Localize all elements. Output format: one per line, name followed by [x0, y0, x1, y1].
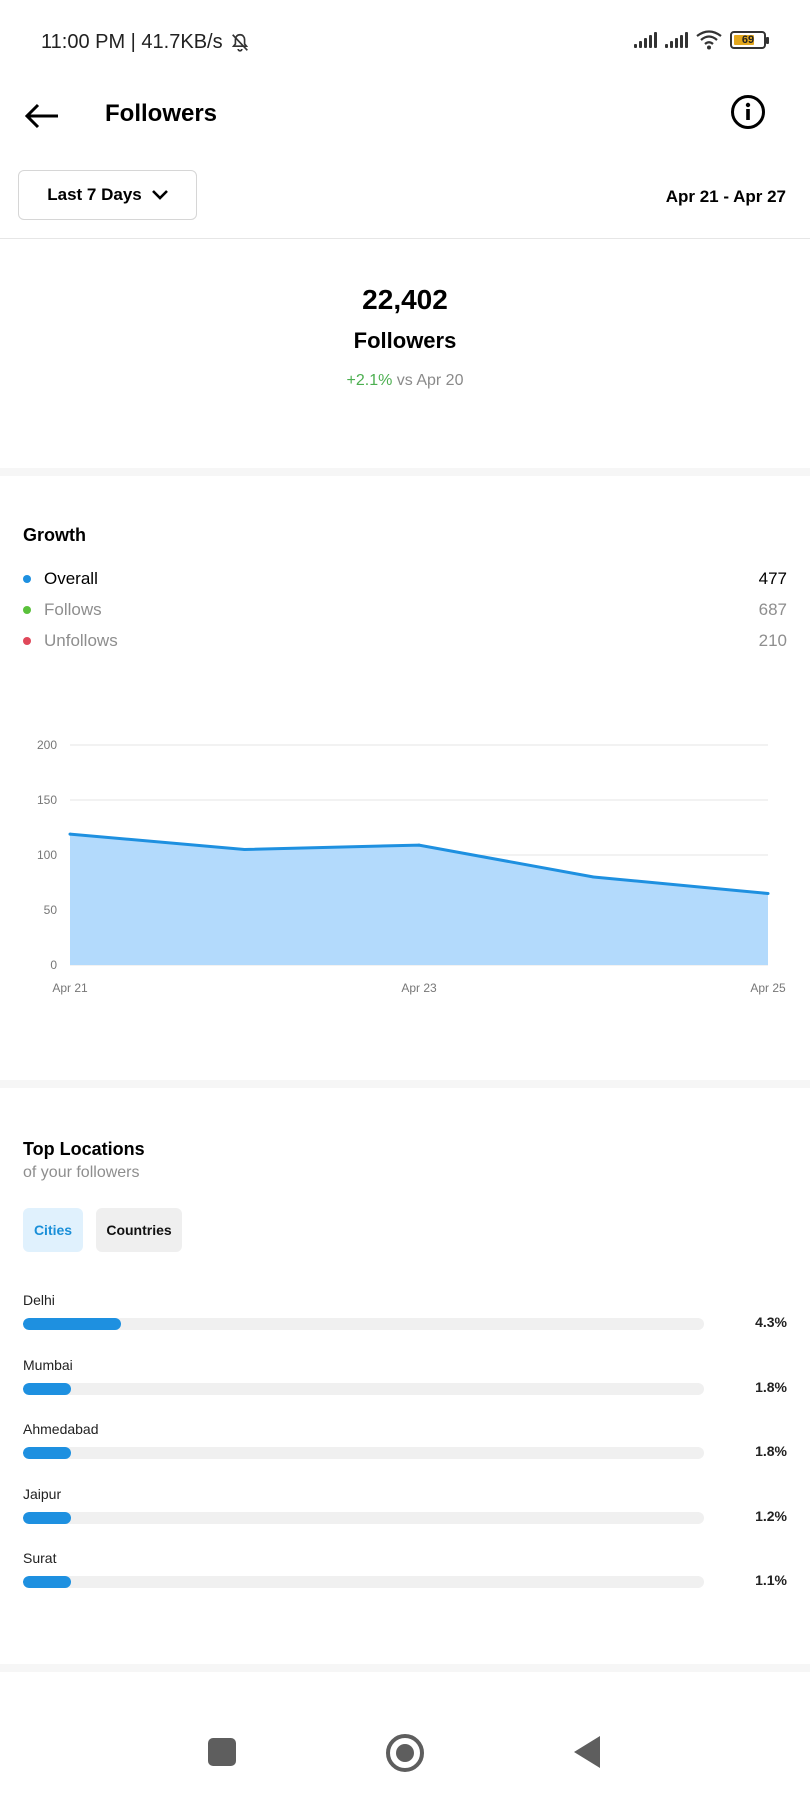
location-percent: 1.1%	[755, 1572, 787, 1588]
data-point	[592, 875, 595, 879]
location-bar-fill	[23, 1447, 71, 1459]
section-divider	[0, 1080, 810, 1088]
status-bar: 11:00 PM | 41.7KB/s 69	[0, 0, 810, 86]
data-point	[243, 848, 246, 851]
date-range-dropdown-label: Last 7 Days	[47, 185, 142, 204]
location-bar-fill	[23, 1512, 71, 1524]
status-time-speed: 11:00 PM | 41.7KB/s	[41, 31, 223, 53]
location-percent: 1.8%	[755, 1379, 787, 1395]
date-range-text: Apr 21 - Apr 27	[665, 187, 786, 206]
page-title: Followers	[105, 100, 218, 127]
locations-title: Top Locations	[23, 1139, 145, 1159]
location-name: Delhi	[23, 1292, 55, 1308]
location-bar-track	[23, 1576, 704, 1588]
y-tick-label: 100	[37, 848, 57, 862]
filter-row: Last 7 Days Apr 21 - Apr 27	[0, 168, 810, 238]
legend-value: 210	[758, 631, 787, 650]
data-point	[417, 843, 421, 847]
followers-count: 22,402	[362, 284, 448, 315]
signal-icon	[634, 32, 657, 48]
info-button[interactable]	[730, 94, 766, 130]
area-fill	[70, 834, 768, 965]
signal-icon	[665, 32, 688, 48]
status-left: 11:00 PM | 41.7KB/s	[41, 31, 251, 54]
location-row: Surat 1.1%	[23, 1550, 787, 1602]
y-tick-label: 0	[50, 958, 57, 972]
legend-name: Overall	[44, 569, 98, 588]
legend-unfollows: Unfollows 210	[23, 629, 787, 653]
x-tick-label: Apr 23	[401, 981, 437, 995]
divider	[0, 238, 810, 239]
location-percent: 1.8%	[755, 1443, 787, 1459]
legend-value: 477	[758, 569, 787, 588]
location-name: Ahmedabad	[23, 1421, 99, 1437]
legend-follows: Follows 687	[23, 598, 787, 622]
location-bar-fill	[23, 1383, 71, 1395]
data-point	[766, 892, 770, 895]
delta-compare: vs Apr 20	[392, 372, 464, 389]
locations-subtitle: of your followers	[23, 1164, 140, 1181]
location-percent: 1.2%	[755, 1508, 787, 1524]
location-row: Delhi 4.3%	[23, 1292, 787, 1344]
tab-cities[interactable]: Cities	[23, 1208, 83, 1252]
y-tick-label: 150	[37, 793, 57, 807]
followers-summary: 22,402 Followers +2.1% vs Apr 20	[0, 270, 810, 390]
back-button[interactable]	[20, 94, 64, 138]
location-bar-fill	[23, 1318, 121, 1330]
home-button[interactable]	[386, 1734, 424, 1772]
location-row: Jaipur 1.2%	[23, 1486, 787, 1538]
overall-dot-icon	[23, 575, 31, 583]
location-bar-track	[23, 1318, 704, 1330]
battery-icon: 69	[730, 31, 769, 49]
location-name: Mumbai	[23, 1357, 73, 1373]
nav-back-button[interactable]	[574, 1736, 600, 1768]
location-bar-fill	[23, 1576, 71, 1588]
section-divider	[0, 1664, 810, 1672]
wifi-icon	[696, 30, 722, 50]
legend-overall: Overall 477	[23, 567, 787, 591]
x-tick-label: Apr 21	[52, 981, 88, 995]
followers-label: Followers	[353, 328, 457, 353]
legend-value: 687	[758, 600, 787, 619]
mute-bell-icon	[231, 33, 248, 52]
location-row: Mumbai 1.8%	[23, 1357, 787, 1409]
section-divider	[0, 468, 810, 476]
location-bar-track	[23, 1447, 704, 1459]
growth-title: Growth	[23, 525, 86, 545]
follows-dot-icon	[23, 606, 31, 614]
legend-name: Follows	[44, 600, 102, 619]
battery-level: 69	[741, 34, 755, 46]
legend-name: Unfollows	[44, 631, 118, 650]
date-range-dropdown[interactable]: Last 7 Days	[18, 170, 197, 220]
info-icon	[731, 95, 765, 129]
x-tick-label: Apr 25	[750, 981, 786, 995]
recent-apps-button[interactable]	[208, 1738, 236, 1766]
unfollows-dot-icon	[23, 637, 31, 645]
system-nav-bar	[0, 1676, 810, 1800]
followers-delta: +2.1% vs Apr 20	[0, 372, 810, 390]
back-arrow-icon	[24, 103, 58, 129]
y-tick-label: 50	[44, 903, 58, 917]
location-bar-track	[23, 1383, 704, 1395]
status-right: 69	[634, 30, 769, 50]
tab-countries[interactable]: Countries	[96, 1208, 182, 1252]
growth-chart: 0 50 100 150 200 Apr 21 Apr 23 Apr 25	[37, 738, 786, 995]
delta-percent: +2.1%	[346, 372, 393, 389]
app-header: Followers	[0, 86, 810, 158]
location-percent: 4.3%	[755, 1314, 787, 1330]
location-row: Ahmedabad 1.8%	[23, 1421, 787, 1473]
chevron-down-icon	[151, 190, 168, 200]
data-point	[68, 832, 72, 836]
location-name: Surat	[23, 1550, 57, 1566]
location-name: Jaipur	[23, 1486, 62, 1502]
y-tick-label: 200	[37, 738, 57, 752]
location-bar-track	[23, 1512, 704, 1524]
